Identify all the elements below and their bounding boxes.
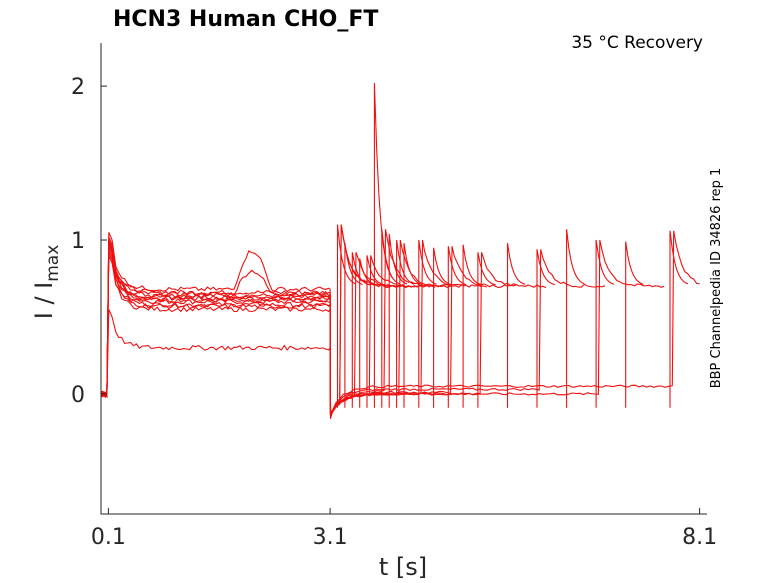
chart-title: HCN3 Human CHO_FT xyxy=(113,7,378,32)
y-tick-label: 2 xyxy=(71,75,85,100)
y-axis-label-sub: max xyxy=(43,245,63,282)
recovery-pulse-trace xyxy=(595,239,615,408)
y-tick-label: 0 xyxy=(71,383,85,408)
recovery-pulse-trace xyxy=(477,252,496,408)
recovery-pulse-trace xyxy=(566,229,585,408)
recovery-pulse-trace xyxy=(625,241,644,408)
recovery-pulse-trace xyxy=(536,249,555,408)
recovery-pulse-trace xyxy=(669,230,689,408)
current-trace xyxy=(100,239,488,414)
current-trace xyxy=(100,239,665,417)
x-tick-label: 0.1 xyxy=(91,525,126,550)
x-tick-label: 8.1 xyxy=(682,525,717,550)
current-trace xyxy=(100,242,421,413)
axis-ticks: 0.1 3.1 8.1 0 1 2 xyxy=(71,75,717,550)
current-trace xyxy=(100,245,436,419)
axes-frame xyxy=(100,43,707,515)
y-tick-label: 1 xyxy=(71,229,85,254)
recovery-pulse-trace xyxy=(506,243,526,408)
current-trace xyxy=(100,252,547,416)
y-axis-label: I / Imax xyxy=(30,245,63,320)
condition-label: 35 °C Recovery xyxy=(571,33,703,53)
current-trace xyxy=(100,244,517,418)
x-axis-label: t [s] xyxy=(379,553,427,581)
x-tick-label: 3.1 xyxy=(313,525,348,550)
current-trace xyxy=(100,239,465,415)
current-traces xyxy=(100,82,700,419)
y-axis-label-main: I / I xyxy=(30,282,58,320)
channelpedia-id-label: BBP Channelpedia ID 34826 rep 1 xyxy=(709,168,724,389)
